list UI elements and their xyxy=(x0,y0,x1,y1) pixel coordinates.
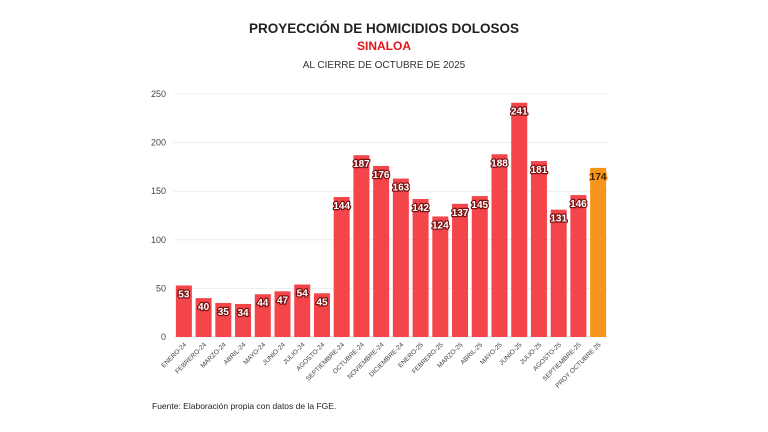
bar xyxy=(452,203,469,337)
bar xyxy=(274,291,291,337)
data-label: 176 xyxy=(373,170,390,181)
data-label: 40 xyxy=(198,302,210,313)
bar xyxy=(294,284,311,337)
bar xyxy=(195,298,212,337)
chart-subtitle-date: AL CIERRE DE OCTUBRE DE 2025 xyxy=(303,60,466,71)
bar xyxy=(353,155,370,337)
data-label: 144 xyxy=(333,201,350,212)
chart-subtitle: SINALOA xyxy=(357,39,411,53)
bar xyxy=(432,216,449,337)
data-label: 145 xyxy=(471,200,488,211)
data-label: 47 xyxy=(277,295,289,306)
data-label: 174 xyxy=(590,172,607,183)
y-tick-label: 250 xyxy=(151,89,166,99)
bar xyxy=(254,294,271,337)
data-label: 137 xyxy=(452,208,469,219)
bar xyxy=(215,302,232,337)
data-label: 53 xyxy=(178,289,190,300)
bar xyxy=(412,198,429,337)
bar xyxy=(590,167,607,337)
data-label: 188 xyxy=(491,158,508,169)
data-label: 34 xyxy=(237,308,249,319)
data-label: 241 xyxy=(511,107,528,118)
x-tick-label: DICIEMBRE-24 xyxy=(368,341,405,378)
bar xyxy=(333,197,350,337)
data-label: 35 xyxy=(218,307,230,318)
data-label: 45 xyxy=(316,297,328,308)
source-note: Fuente: Elaboración propia con datos de … xyxy=(152,401,336,411)
chart-title: PROYECCIÓN DE HOMICIDIOS DOLOSOS xyxy=(249,21,519,36)
bar xyxy=(175,285,192,337)
data-label: 181 xyxy=(531,165,548,176)
bar xyxy=(313,293,330,337)
bar xyxy=(373,165,390,337)
data-label: 146 xyxy=(570,199,587,210)
data-label: 142 xyxy=(412,203,429,214)
data-label: 163 xyxy=(393,183,410,194)
bar xyxy=(550,209,567,337)
bar xyxy=(570,195,587,337)
y-tick-label: 200 xyxy=(151,138,166,148)
bar xyxy=(491,154,508,337)
data-label: 131 xyxy=(550,214,567,225)
bar xyxy=(471,196,488,337)
data-label: 187 xyxy=(353,159,370,170)
y-tick-label: 150 xyxy=(151,186,166,196)
y-tick-label: 100 xyxy=(151,235,166,245)
bar xyxy=(530,161,547,337)
bar xyxy=(511,102,528,337)
y-tick-label: 50 xyxy=(156,283,166,293)
y-tick-label: 0 xyxy=(161,332,166,342)
data-label: 124 xyxy=(432,220,449,231)
data-label: 54 xyxy=(297,289,309,300)
bar xyxy=(235,303,252,337)
data-label: 44 xyxy=(257,298,269,309)
bar xyxy=(392,178,409,337)
